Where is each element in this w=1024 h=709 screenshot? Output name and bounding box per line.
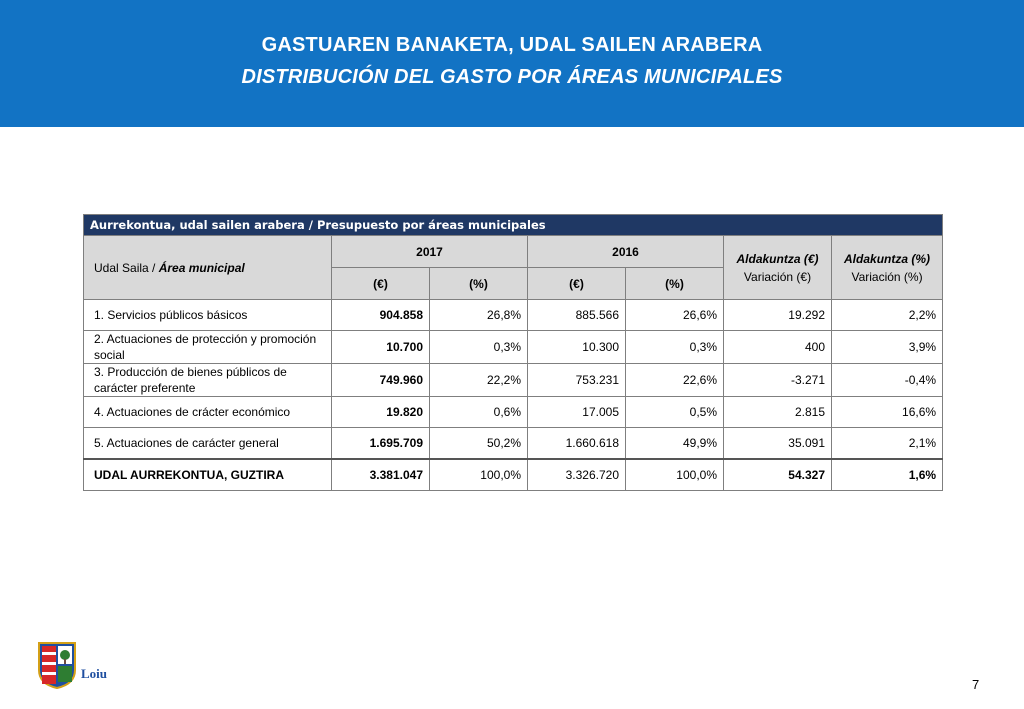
row-eur-2016: 1.660.618	[527, 427, 626, 460]
row-label: 5. Actuaciones de carácter general	[83, 427, 332, 460]
total-var-eur: 54.327	[723, 458, 832, 491]
variation-pct-eu: Aldakuntza (%)	[844, 251, 931, 266]
row-eur-2017: 10.700	[331, 330, 430, 364]
row-var-pct: 3,9%	[830, 330, 944, 364]
area-header-es: Área municipal	[158, 260, 245, 275]
total-pct-2016: 100,0%	[625, 458, 724, 491]
loiu-coat-of-arms-logo	[38, 642, 76, 690]
variation-eur-header: Aldakuntza (€) Variación (€)	[723, 235, 832, 300]
row-label: 2. Actuaciones de protección y promoción…	[83, 330, 332, 364]
variation-pct-header: Aldakuntza (%) Variación (%)	[830, 235, 944, 300]
row-pct-2017: 50,2%	[429, 427, 528, 460]
row-pct-2016: 0,3%	[625, 330, 724, 364]
total-row: UDAL AURREKONTUA, GUZTIRA 3.381.047 100,…	[83, 458, 944, 491]
row-label: 4. Actuaciones de crácter económico	[83, 396, 332, 428]
table-header-row: Udal Saila / Área municipal 2017 2016 Al…	[83, 235, 944, 300]
table-row: 4. Actuaciones de crácter económico 19.82…	[83, 396, 944, 428]
row-pct-2016: 0,5%	[625, 396, 724, 428]
row-var-eur: 400	[723, 330, 832, 364]
table-row: 3. Producción de bienes públicos de cará…	[83, 363, 944, 397]
row-var-eur: 19.292	[723, 299, 832, 331]
row-eur-2017: 19.820	[331, 396, 430, 428]
row-eur-2016: 885.566	[527, 299, 626, 331]
row-var-pct: 2,2%	[830, 299, 944, 331]
budget-table: Aurrekontua, udal sailen arabera / Presu…	[82, 214, 944, 491]
table-row: 2. Actuaciones de protección y promoción…	[83, 330, 944, 364]
total-var-pct: 1,6%	[830, 458, 944, 491]
row-label: 1. Servicios públicos básicos	[83, 299, 332, 331]
row-eur-2017: 749.960	[331, 363, 430, 397]
variation-pct-es: Variación (%)	[851, 269, 923, 284]
page-number: 7	[972, 677, 980, 692]
year-2017-header: 2017	[331, 235, 528, 268]
page-title: GASTUAREN BANAKETA, UDAL SAILEN ARABERA	[261, 34, 763, 56]
row-var-pct: 16,6%	[830, 396, 944, 428]
total-pct-2017: 100,0%	[429, 458, 528, 491]
table-caption: Aurrekontua, udal sailen arabera / Presu…	[82, 214, 944, 236]
table-caption-row: Aurrekontua, udal sailen arabera / Presu…	[82, 214, 944, 236]
logo-text: Loiu	[81, 666, 108, 681]
total-eur-2016: 3.326.720	[527, 458, 626, 491]
row-pct-2016: 49,9%	[625, 427, 724, 460]
variation-eur-es: Variación (€)	[743, 269, 812, 284]
row-pct-2017: 0,3%	[429, 330, 528, 364]
total-label: UDAL AURREKONTUA, GUZTIRA	[83, 458, 332, 491]
row-var-eur: 35.091	[723, 427, 832, 460]
page-subtitle: DISTRIBUCIÓN DEL GASTO POR ÁREAS MUNICIP…	[241, 66, 783, 88]
table-subheader-row: (€) (%) (€) (%)	[84, 267, 943, 300]
unit-eur-2017: (€)	[331, 267, 430, 300]
row-eur-2017: 904.858	[331, 299, 430, 331]
unit-pct-2017: (%)	[429, 267, 528, 300]
row-var-pct: 2,1%	[830, 427, 944, 460]
row-label: 3. Producción de bienes públicos de cará…	[83, 363, 332, 397]
row-var-pct: -0,4%	[830, 363, 944, 397]
row-eur-2016: 17.005	[527, 396, 626, 428]
row-var-eur: 2.815	[723, 396, 832, 428]
row-pct-2017: 26,8%	[429, 299, 528, 331]
header-banner: GASTUAREN BANAKETA, UDAL SAILEN ARABERA …	[0, 0, 1024, 127]
row-pct-2016: 26,6%	[625, 299, 724, 331]
row-pct-2016: 22,6%	[625, 363, 724, 397]
row-var-eur: -3.271	[723, 363, 832, 397]
row-eur-2016: 10.300	[527, 330, 626, 364]
total-eur-2017: 3.381.047	[331, 458, 430, 491]
table-row: 5. Actuaciones de carácter general 1.695.…	[83, 427, 944, 460]
variation-eur-eu: Aldakuntza (€)	[736, 251, 819, 266]
row-pct-2017: 0,6%	[429, 396, 528, 428]
area-column-header: Udal Saila / Área municipal	[83, 235, 332, 300]
row-pct-2017: 22,2%	[429, 363, 528, 397]
unit-eur-2016: (€)	[527, 267, 626, 300]
year-2016-header: 2016	[527, 235, 724, 268]
unit-pct-2016: (%)	[625, 267, 724, 300]
row-eur-2016: 753.231	[527, 363, 626, 397]
area-header-eu: Udal Saila /	[94, 260, 159, 275]
row-eur-2017: 1.695.709	[331, 427, 430, 460]
table-row: 1. Servicios públicos básicos 904.858 26,8…	[83, 299, 944, 331]
